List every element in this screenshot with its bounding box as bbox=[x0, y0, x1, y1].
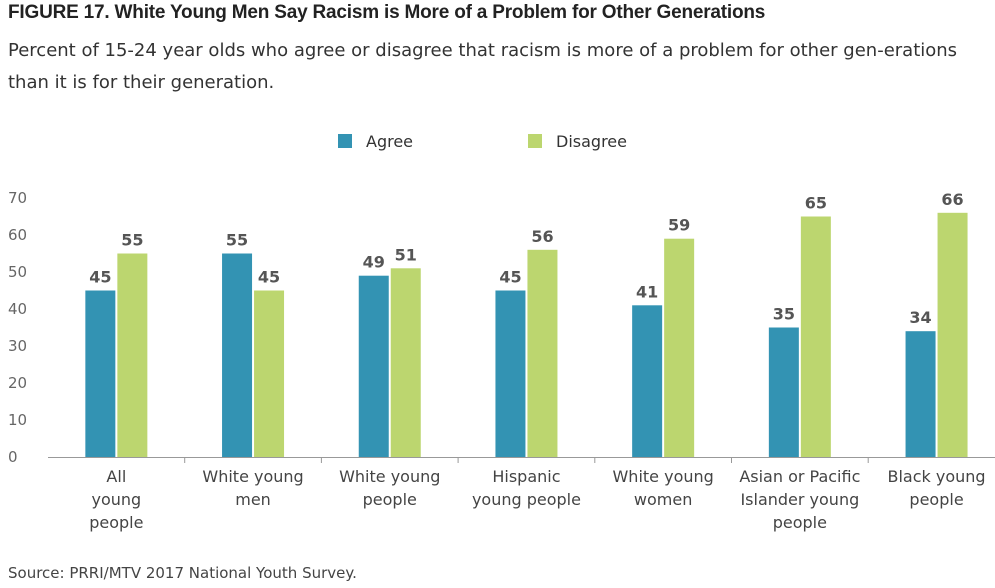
chart-subtitle: Percent of 15-24 year olds who agree or … bbox=[8, 40, 958, 93]
x-category-label: White young women bbox=[612, 467, 713, 509]
x-category-label: White young men bbox=[202, 467, 303, 509]
bar-agree bbox=[358, 275, 389, 457]
bar-disagree bbox=[527, 249, 558, 457]
data-label-agree: 34 bbox=[909, 308, 931, 327]
x-category-label: Asian or Pacific Islander young people bbox=[739, 467, 860, 532]
data-label-disagree: 51 bbox=[395, 245, 417, 264]
x-category-label: White young people bbox=[339, 467, 440, 509]
bar-agree bbox=[222, 253, 253, 457]
bar-disagree bbox=[664, 238, 695, 457]
y-tick-label: 20 bbox=[8, 374, 27, 392]
data-label-disagree: 59 bbox=[668, 216, 690, 235]
y-tick-label: 0 bbox=[8, 448, 18, 466]
bar-disagree bbox=[117, 253, 148, 457]
bar-agree bbox=[85, 290, 116, 457]
x-category-label: All young people bbox=[89, 467, 143, 532]
bar-disagree bbox=[390, 268, 421, 457]
y-tick-label: 30 bbox=[8, 337, 27, 355]
data-label-disagree: 45 bbox=[258, 268, 280, 287]
legend-item-disagree: Disagree bbox=[528, 128, 627, 154]
data-label-agree: 45 bbox=[89, 268, 111, 287]
bar-disagree bbox=[937, 212, 968, 457]
y-tick-label: 40 bbox=[8, 300, 27, 318]
legend-swatch-agree bbox=[338, 134, 352, 148]
data-label-disagree: 66 bbox=[941, 190, 963, 209]
bar-disagree bbox=[254, 290, 285, 457]
data-label-agree: 41 bbox=[636, 282, 658, 301]
bar-agree bbox=[632, 305, 663, 457]
data-label-disagree: 65 bbox=[805, 194, 827, 213]
bar-chart: 0 10 20 30 40 50 60 70 45 55 All young people 55 45 Whi… bbox=[8, 189, 995, 532]
data-label-agree: 35 bbox=[773, 305, 795, 324]
legend-swatch-disagree bbox=[528, 134, 542, 148]
bar-agree bbox=[768, 327, 799, 457]
bar-disagree bbox=[800, 216, 831, 457]
data-label-agree: 55 bbox=[226, 231, 248, 250]
bar-agree bbox=[905, 331, 936, 457]
data-label-agree: 49 bbox=[363, 253, 385, 272]
y-tick-label: 60 bbox=[8, 226, 27, 244]
y-tick-label: 70 bbox=[8, 189, 27, 207]
y-tick-label: 10 bbox=[8, 411, 27, 429]
x-category-label: Black young people bbox=[888, 467, 986, 509]
legend-item-agree: Agree bbox=[338, 128, 413, 154]
legend: Agree Disagree bbox=[0, 128, 995, 154]
data-label-agree: 45 bbox=[499, 268, 521, 287]
source-note: Source: PRRI/MTV 2017 National Youth Sur… bbox=[8, 564, 357, 582]
y-tick-label: 50 bbox=[8, 263, 27, 281]
legend-label-agree: Agree bbox=[366, 131, 414, 151]
data-label-disagree: 56 bbox=[531, 227, 553, 246]
legend-label-disagree: Disagree bbox=[556, 131, 627, 151]
x-category-label: Hispanic young people bbox=[472, 467, 581, 509]
data-label-disagree: 55 bbox=[121, 231, 143, 250]
bar-agree bbox=[495, 290, 526, 457]
chart-title: FIGURE 17. White Young Men Say Racism is… bbox=[8, 2, 766, 23]
